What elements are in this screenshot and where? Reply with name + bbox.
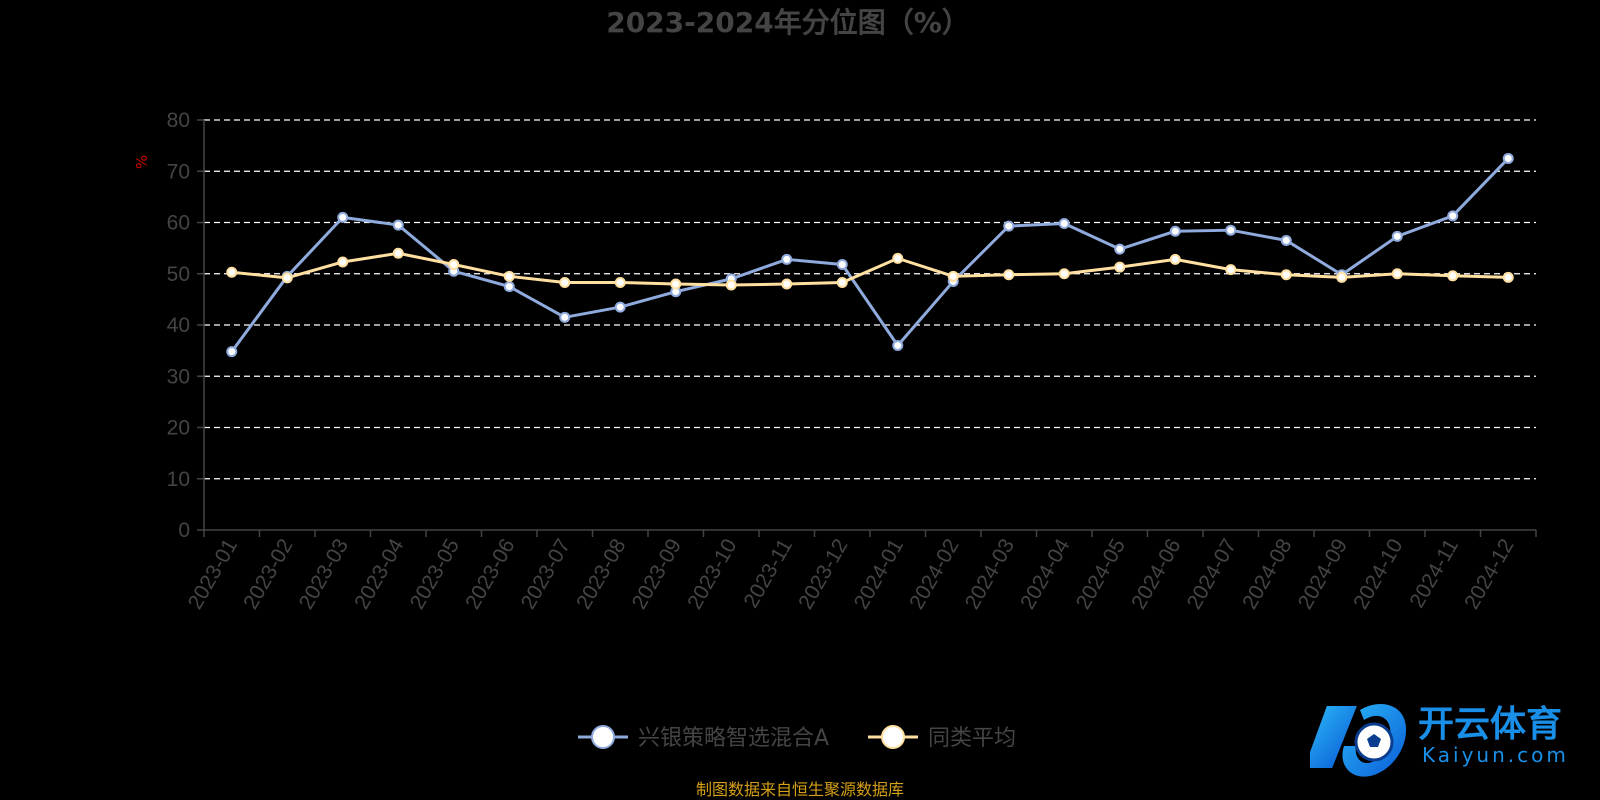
- y-tick-label: 20: [167, 417, 190, 440]
- data-point[interactable]: [1280, 234, 1292, 246]
- data-point[interactable]: [1336, 271, 1348, 283]
- x-tick-label: 2024-06: [1127, 535, 1185, 613]
- x-tick-label: 2024-05: [1072, 535, 1130, 613]
- data-point[interactable]: [836, 276, 848, 288]
- svg-text:Kaiyun.com: Kaiyun.com: [1422, 743, 1569, 767]
- y-tick-label: 70: [167, 160, 190, 183]
- x-tick-label: 2024-03: [961, 535, 1019, 613]
- data-point[interactable]: [503, 281, 515, 293]
- data-point[interactable]: [1058, 268, 1070, 280]
- x-tick-label: 2023-09: [628, 535, 686, 613]
- data-point[interactable]: [1502, 271, 1514, 283]
- data-point[interactable]: [226, 266, 238, 278]
- legend-item-1[interactable]: 同类平均: [868, 725, 1016, 751]
- chart-title: 2023-2024年分位图（%）: [606, 6, 970, 39]
- x-tick-label: 2024-11: [1405, 535, 1463, 612]
- data-point[interactable]: [392, 219, 404, 231]
- data-point[interactable]: [392, 247, 404, 259]
- series-line-0: [230, 157, 1510, 353]
- data-point[interactable]: [1391, 268, 1403, 280]
- x-tick-label: 2024-01: [850, 535, 908, 613]
- x-tick-label: 2023-10: [683, 535, 741, 613]
- y-axis-unit: %: [133, 155, 151, 169]
- data-point[interactable]: [559, 311, 571, 323]
- x-tick-label: 2024-07: [1183, 535, 1241, 613]
- legend[interactable]: 兴银策略智选混合A 同类平均: [578, 725, 1016, 751]
- svg-text:开云体育: 开云体育: [1418, 704, 1562, 745]
- legend-label: 同类平均: [928, 726, 1016, 751]
- data-point[interactable]: [1447, 270, 1459, 282]
- data-point[interactable]: [1391, 230, 1403, 242]
- data-point[interactable]: [947, 270, 959, 282]
- data-point[interactable]: [226, 346, 238, 358]
- data-point[interactable]: [892, 252, 904, 264]
- data-point[interactable]: [781, 253, 793, 265]
- data-point[interactable]: [1225, 224, 1237, 236]
- x-tick-label: 2023-11: [739, 535, 797, 612]
- data-point[interactable]: [1502, 152, 1514, 164]
- data-point[interactable]: [614, 276, 626, 288]
- data-point[interactable]: [892, 340, 904, 351]
- x-tick-label: 2024-10: [1349, 535, 1407, 613]
- y-tick-label: 30: [167, 365, 190, 388]
- y-axis: 0 10 20 30 40 50 60 70 80: [167, 109, 205, 542]
- x-tick-label: 2023-05: [406, 535, 464, 613]
- data-point[interactable]: [337, 256, 349, 268]
- data-source-note: 制图数据来自恒生聚源数据库: [696, 780, 904, 799]
- data-point[interactable]: [1225, 264, 1237, 276]
- x-tick-label: 2023-02: [239, 535, 297, 613]
- data-point[interactable]: [281, 272, 293, 284]
- data-point[interactable]: [1447, 210, 1459, 222]
- grid-lines: [204, 119, 1536, 480]
- data-point[interactable]: [725, 279, 737, 291]
- data-point[interactable]: [781, 278, 793, 290]
- data-point[interactable]: [836, 259, 848, 271]
- data-point[interactable]: [337, 211, 349, 223]
- data-point[interactable]: [1114, 243, 1126, 255]
- data-point[interactable]: [559, 276, 571, 288]
- data-point[interactable]: [1169, 225, 1181, 237]
- kaiyun-logo: 开云体育 Kaiyun.com: [1310, 704, 1569, 777]
- data-point[interactable]: [670, 278, 682, 290]
- x-tick-label: 2024-04: [1016, 535, 1075, 614]
- x-axis: 2023-012023-022023-032023-042023-052023-…: [184, 529, 1537, 614]
- data-point[interactable]: [614, 301, 626, 313]
- x-tick-label: 2024-09: [1294, 535, 1352, 613]
- y-tick-label: 80: [167, 109, 190, 132]
- y-tick-label: 10: [167, 468, 190, 491]
- data-point[interactable]: [1280, 269, 1292, 281]
- data-point[interactable]: [1114, 261, 1126, 273]
- series-line-1: [231, 251, 1509, 287]
- x-tick-label: 2024-08: [1238, 535, 1296, 613]
- x-tick-label: 2023-03: [295, 535, 353, 613]
- data-point[interactable]: [1058, 218, 1070, 230]
- data-point[interactable]: [448, 259, 460, 271]
- x-tick-label: 2023-07: [517, 535, 575, 613]
- y-tick-label: 40: [167, 314, 190, 337]
- x-tick-label: 2023-08: [572, 535, 630, 613]
- x-tick-label: 2023-04: [350, 535, 409, 614]
- x-tick-label: 2023-12: [794, 535, 852, 613]
- data-point[interactable]: [1169, 253, 1181, 265]
- legend-item-0[interactable]: 兴银策略智选混合A: [578, 725, 829, 751]
- legend-marker: [591, 725, 615, 749]
- x-tick-label: 2024-02: [905, 535, 963, 613]
- legend-label: 兴银策略智选混合A: [638, 726, 829, 751]
- y-tick-label: 0: [178, 519, 190, 542]
- data-point[interactable]: [503, 270, 515, 282]
- legend-marker: [881, 725, 905, 749]
- x-tick-label: 2023-01: [184, 535, 242, 613]
- data-point[interactable]: [1003, 220, 1015, 232]
- x-tick-label: 2024-12: [1460, 535, 1518, 613]
- x-tick-label: 2023-06: [461, 535, 519, 613]
- series-lines: [226, 152, 1514, 358]
- y-tick-label: 60: [167, 212, 190, 235]
- data-point[interactable]: [1003, 269, 1015, 281]
- y-tick-label: 50: [167, 263, 190, 286]
